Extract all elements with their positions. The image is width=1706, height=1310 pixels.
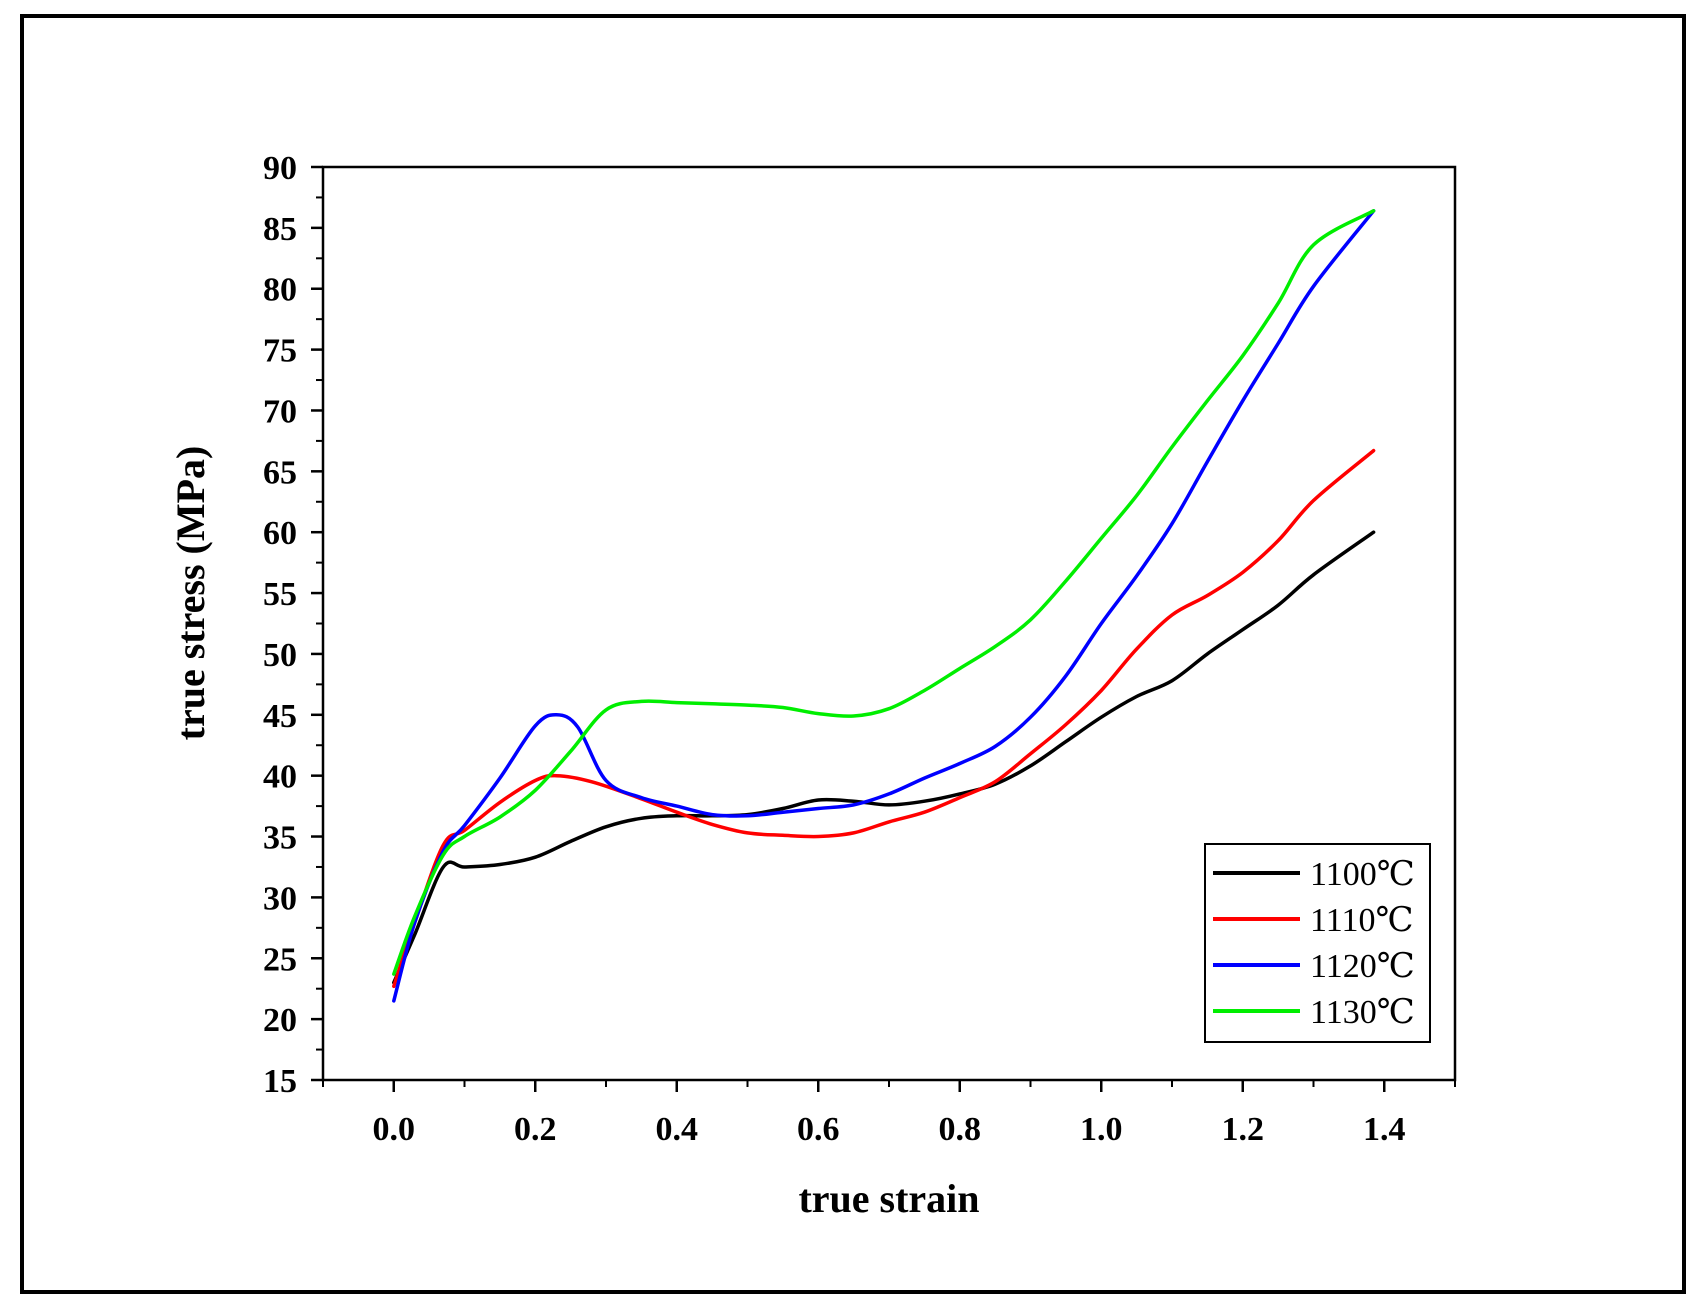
y-axis: 15 20 25 30 35 40 45 50 55 60 65 70 75 80 85 90 xyxy=(263,150,323,1100)
x-axis-title: true strain xyxy=(798,1176,979,1221)
x-tick-label: 0.8 xyxy=(939,1111,982,1148)
x-tick-label: 1.4 xyxy=(1363,1111,1406,1148)
legend-label: 1130℃ xyxy=(1310,994,1415,1031)
series-line-2 xyxy=(392,448,1376,989)
y-axis-title: true stress (MPa) xyxy=(168,446,213,741)
legend-label: 1110℃ xyxy=(1310,902,1414,939)
y-tick-label: 50 xyxy=(263,637,297,674)
y-tick-label: 75 xyxy=(263,333,297,370)
y-tick-label: 65 xyxy=(263,454,297,491)
y-tick-label: 85 xyxy=(263,211,297,248)
x-tick-label: 0.0 xyxy=(373,1111,416,1148)
legend-items: 1100℃ 1110℃ 1120℃ 1130℃ xyxy=(1213,856,1415,1031)
y-tick-label: 70 xyxy=(263,393,297,430)
legend: 1100℃ 1110℃ 1120℃ 1130℃ xyxy=(1204,843,1431,1043)
y-tick-label: 30 xyxy=(263,880,297,917)
series-line-1 xyxy=(392,530,1376,985)
legend-label: 1120℃ xyxy=(1310,948,1415,985)
x-tick-label: 0.6 xyxy=(797,1111,840,1148)
x-axis: 0.0 0.2 0.4 0.6 0.8 1.0 1.2 1.4 xyxy=(322,1080,1456,1148)
x-tick-label: 0.4 xyxy=(656,1111,699,1148)
series-lines xyxy=(392,209,1376,1003)
y-tick-label: 20 xyxy=(263,1002,297,1039)
legend-label: 1100℃ xyxy=(1310,856,1415,893)
y-tick-label: 15 xyxy=(263,1063,297,1100)
y-tick-label: 55 xyxy=(263,576,297,613)
y-tick-label: 90 xyxy=(263,150,297,187)
y-tick-label: 80 xyxy=(263,272,297,309)
y-tick-label: 60 xyxy=(263,515,297,552)
y-tick-label: 35 xyxy=(263,820,297,857)
y-tick-label: 45 xyxy=(263,698,297,735)
series-line-4 xyxy=(392,209,1376,976)
series-line-3 xyxy=(392,209,1376,1003)
y-tick-label: 40 xyxy=(263,759,297,796)
x-tick-label: 1.0 xyxy=(1080,1111,1123,1148)
y-tick-label: 25 xyxy=(263,941,297,978)
x-tick-label: 0.2 xyxy=(514,1111,557,1148)
x-tick-label: 1.2 xyxy=(1222,1111,1265,1148)
